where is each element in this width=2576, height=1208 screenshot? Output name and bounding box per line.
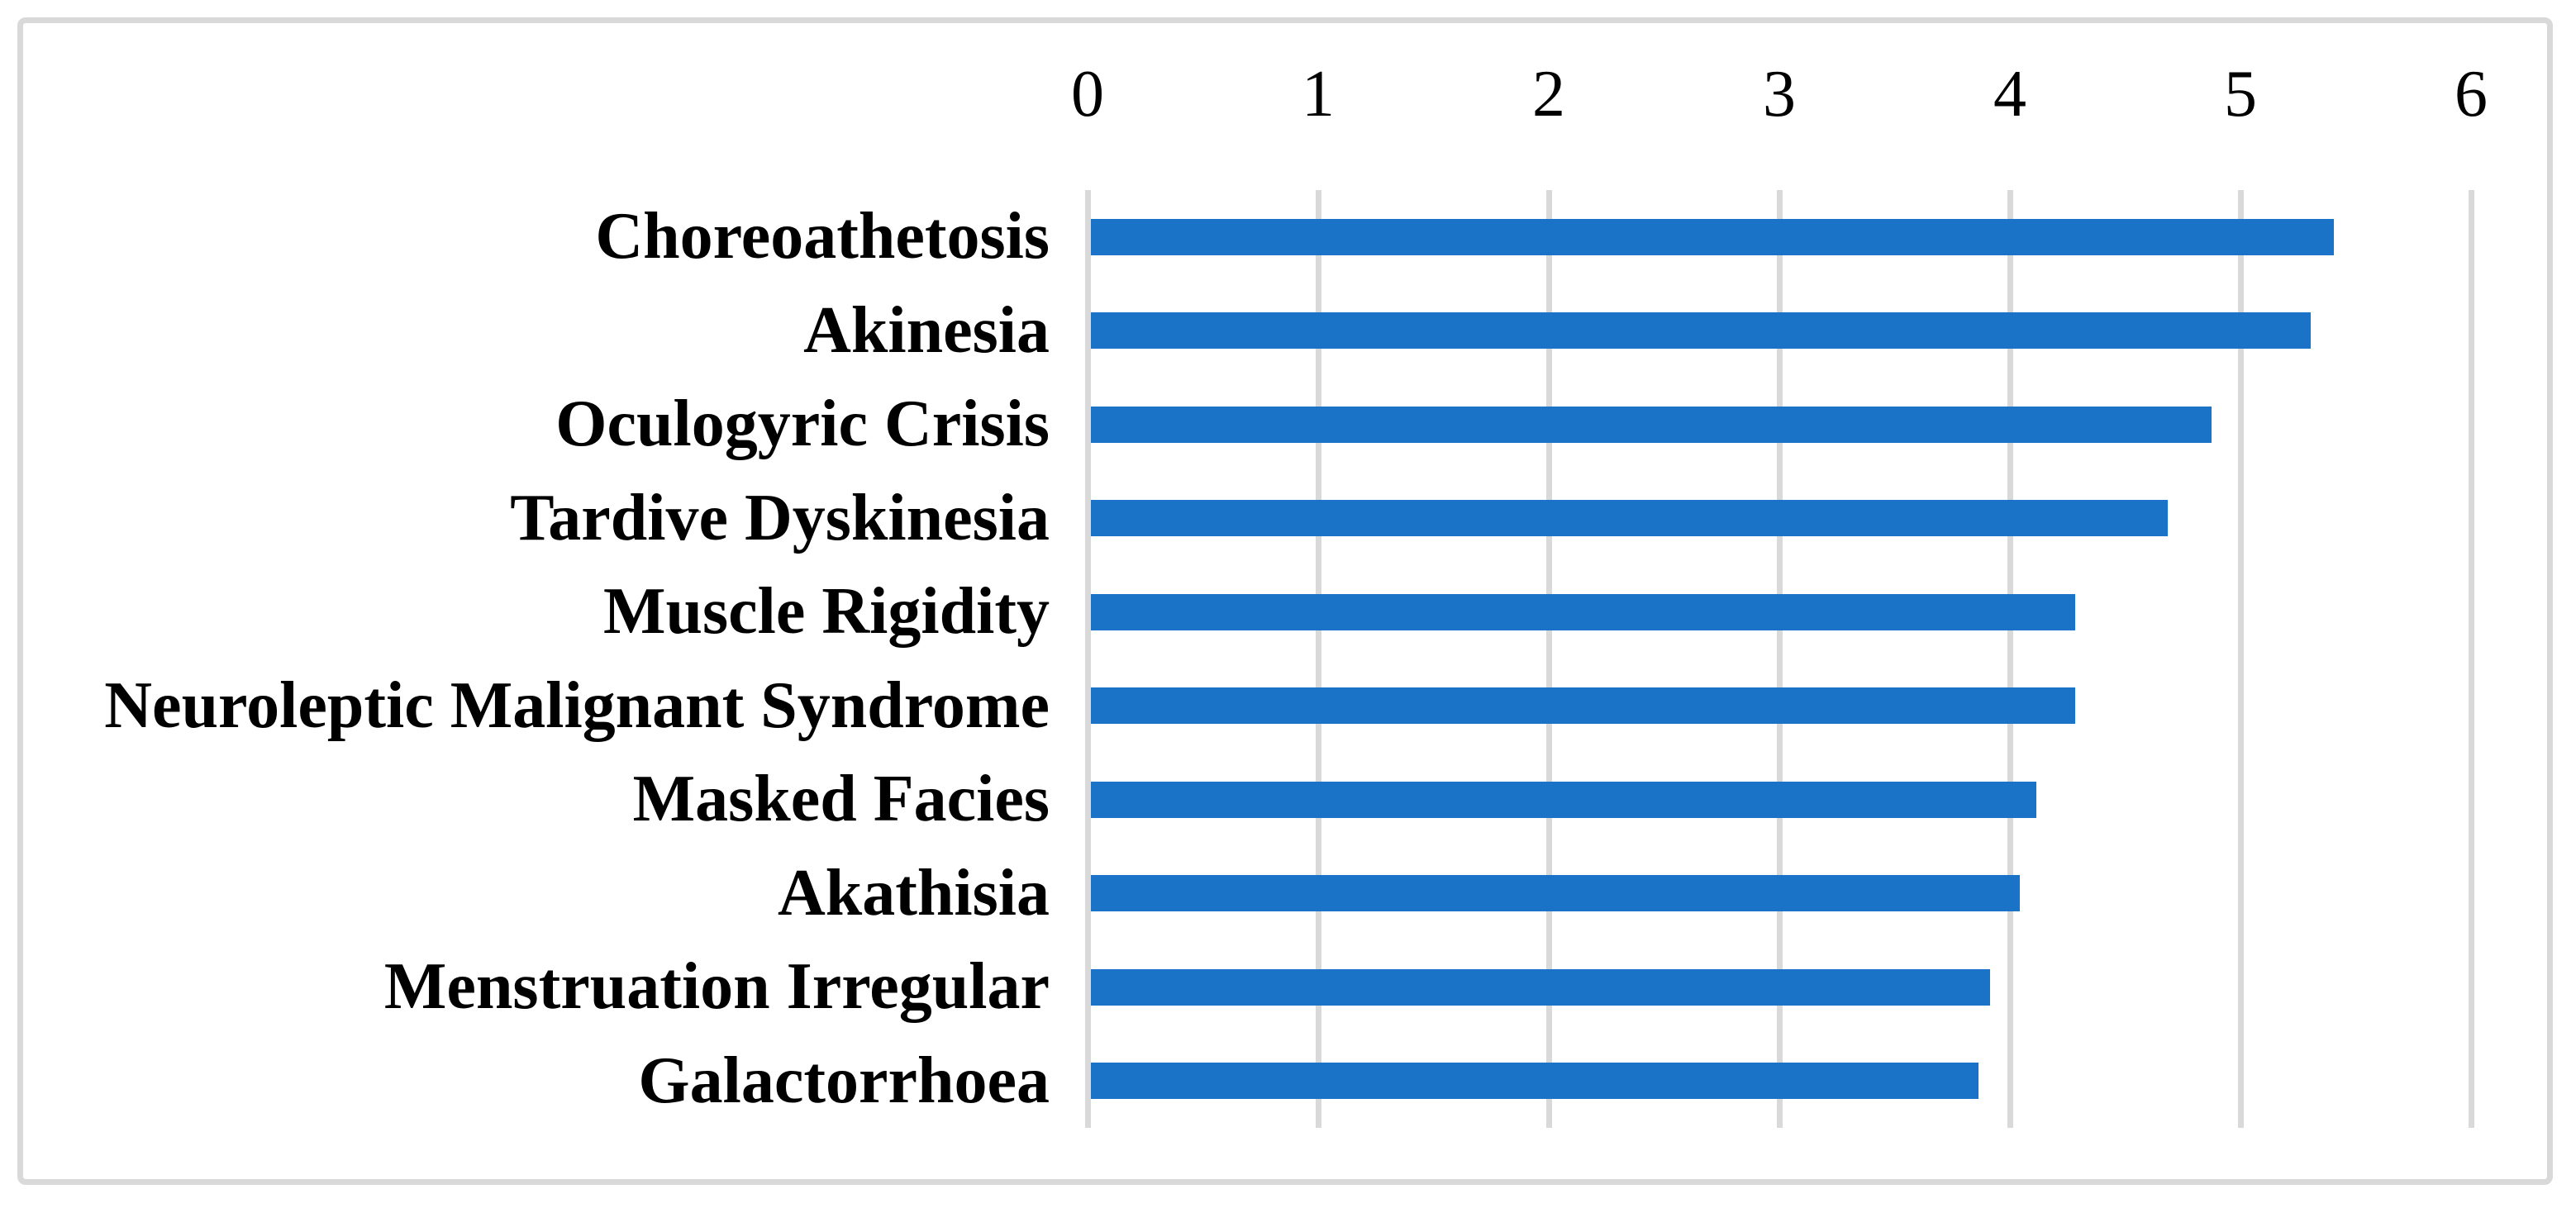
x-axis-tick-label: 4 <box>1993 58 2026 131</box>
gridline-x-6 <box>2469 190 2474 1128</box>
figure-border <box>17 17 2553 1185</box>
bar-akinesia <box>1091 312 2311 350</box>
x-axis-tick-label: 5 <box>2224 58 2257 131</box>
bar-tardive-dyskinesia <box>1091 500 2168 537</box>
x-axis-tick-label: 2 <box>1532 58 1565 131</box>
category-label: Oculogyric Crisis <box>555 388 1050 461</box>
bar-oculogyric-crisis <box>1091 406 2212 443</box>
x-axis-tick-label: 0 <box>1071 58 1104 131</box>
category-label: Masked Facies <box>632 763 1050 836</box>
x-axis-tick-label: 3 <box>1763 58 1796 131</box>
category-label: Muscle Rigidity <box>603 575 1050 649</box>
gridline-x-2 <box>1546 190 1552 1128</box>
gridline-x-4 <box>2007 190 2013 1128</box>
x-axis-tick-label: 6 <box>2455 58 2488 131</box>
category-label: Neuroleptic Malignant Syndrome <box>104 668 1050 742</box>
bar-galactorrhoea <box>1091 1063 1978 1100</box>
bar-menstruation-irregular <box>1091 968 1990 1006</box>
gridline-x-1 <box>1316 190 1321 1128</box>
category-label: Menstruation Irregular <box>383 950 1050 1024</box>
x-axis-tick-label: 1 <box>1302 58 1335 131</box>
category-label: Akathisia <box>778 856 1050 930</box>
bar-masked-facies <box>1091 781 2036 818</box>
bar-akathisia <box>1091 875 2020 912</box>
gridline-x-0 <box>1085 190 1091 1128</box>
category-label: Akinesia <box>803 293 1050 367</box>
bar-neuroleptic-malignant-syndrome <box>1091 687 2075 725</box>
bar-choreoathetosis <box>1091 218 2334 255</box>
category-label: Tardive Dyskinesia <box>510 481 1050 554</box>
category-label: Choreoathetosis <box>595 200 1050 273</box>
gridline-x-3 <box>1777 190 1783 1128</box>
gridline-x-5 <box>2238 190 2244 1128</box>
bar-muscle-rigidity <box>1091 593 2075 630</box>
category-label: Galactorrhoea <box>638 1044 1050 1117</box>
